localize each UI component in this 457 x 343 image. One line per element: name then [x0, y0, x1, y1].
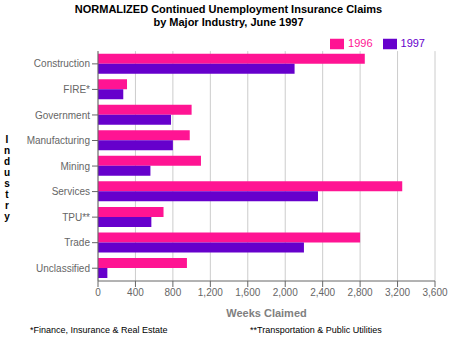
- svg-text:1,200: 1,200: [198, 287, 223, 298]
- svg-text:Manufacturing: Manufacturing: [27, 135, 90, 146]
- html-text:t: t: [5, 189, 9, 200]
- html-text:NORMALIZED Continued Unemploym: NORMALIZED Continued Unemployment Insura…: [74, 3, 383, 15]
- html-text:n: n: [3, 145, 10, 156]
- html-text:u: u: [3, 167, 10, 178]
- html-text:1996: 1996: [348, 37, 373, 49]
- svg-text:Trade: Trade: [64, 237, 90, 248]
- svg-text:FIRE*: FIRE*: [63, 84, 90, 95]
- html-text:r: r: [5, 200, 9, 211]
- svg-text:Services: Services: [52, 186, 90, 197]
- html-text:1997: 1997: [400, 37, 425, 49]
- svg-text:3,600: 3,600: [422, 287, 447, 298]
- svg-text:Construction: Construction: [34, 58, 90, 69]
- svg-text:Government: Government: [35, 110, 90, 121]
- svg-text:3,200: 3,200: [385, 287, 410, 298]
- svg-text:2,400: 2,400: [310, 287, 335, 298]
- svg-text:1,600: 1,600: [235, 287, 260, 298]
- svg-text:Unclassified: Unclassified: [36, 263, 90, 274]
- svg-text:2,000: 2,000: [273, 287, 298, 298]
- svg-text:Weeks Claimed: Weeks Claimed: [226, 307, 307, 319]
- svg-text:2,800: 2,800: [348, 287, 373, 298]
- html-text:y: y: [4, 211, 10, 222]
- html-text:**Transportation & Public Util: **Transportation & Public Utilities: [250, 325, 382, 335]
- html-text:d: d: [3, 156, 10, 167]
- html-text:s: s: [4, 178, 10, 189]
- svg-text:Mining: Mining: [61, 161, 90, 172]
- svg-text:800: 800: [165, 287, 182, 298]
- svg-text:TPU**: TPU**: [62, 212, 90, 223]
- html-text:*Finance, Insurance & Real Est: *Finance, Insurance & Real Estate: [30, 325, 168, 335]
- html-text:I: I: [5, 134, 9, 145]
- html-text:by Major Industry, June 1997: by Major Industry, June 1997: [153, 16, 304, 28]
- svg-text:0: 0: [95, 287, 101, 298]
- svg-text:400: 400: [127, 287, 144, 298]
